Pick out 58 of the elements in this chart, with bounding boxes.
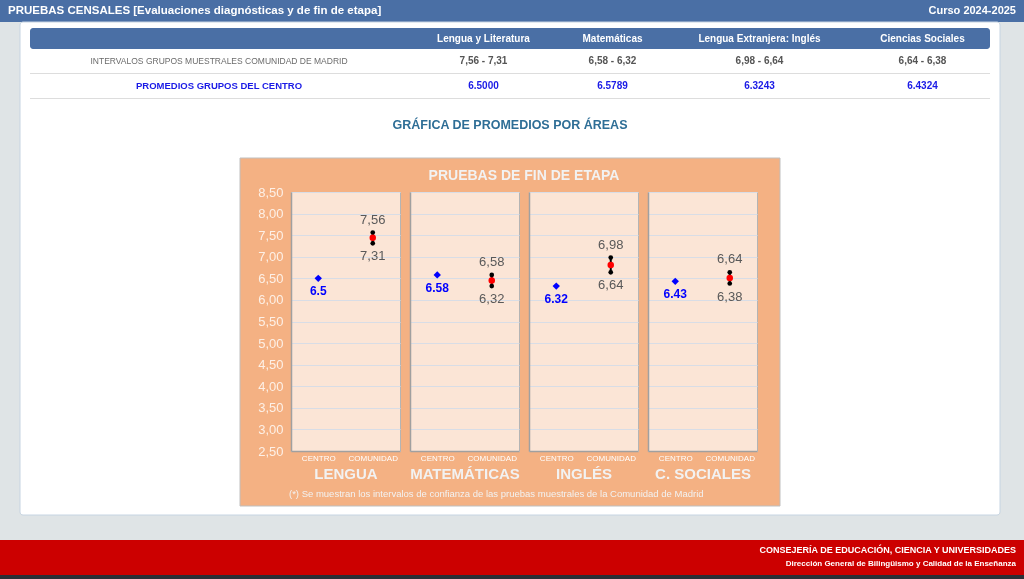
y-tick-label: 5,00: [258, 335, 284, 351]
x-axis-title: INGLÉS: [556, 464, 612, 482]
text: 6.5000: [468, 80, 500, 91]
text: GRÁFICA DE PROMEDIOS POR ÁREAS: [392, 117, 628, 132]
x-tick-label: COMUNIDAD: [705, 453, 756, 463]
y-tick-label: 3,50: [258, 400, 284, 416]
text: 7,56 - 7,31: [459, 54, 508, 66]
x-axis-title: C. SOCIALES: [655, 464, 751, 482]
data-label: 6.5: [309, 284, 327, 299]
y-tick-label: 6,00: [258, 292, 284, 308]
x-tick-label: COMUNIDAD: [586, 453, 637, 463]
text: 6.4324: [907, 80, 939, 91]
text: Lengua y Literatura: [437, 32, 531, 44]
annotation: 6,64: [598, 277, 624, 293]
y-tick-label: 7,00: [258, 249, 284, 265]
y-tick-label: 5,50: [258, 314, 284, 329]
y-tick-label: 6,50: [258, 270, 284, 286]
y-tick-label: 8,50: [258, 184, 284, 200]
x-tick-label: CENTRO: [539, 453, 574, 463]
text: (*) Se muestran los intervalos de confianza de las pruebas muestrales de la Comunidad de Madrid: [289, 488, 704, 499]
text: Ciencias Sociales: [880, 32, 966, 44]
text: Curso 2024-2025: [928, 4, 1016, 16]
annotation: 6,98: [598, 236, 624, 252]
y-tick-label: 4,50: [258, 357, 284, 373]
x-tick-label: CENTRO: [658, 453, 693, 463]
text: Matemáticas: [582, 32, 643, 44]
x-axis-title: LENGUA: [314, 464, 378, 482]
text: PROMEDIOS GRUPOS DEL CENTRO: [135, 80, 303, 91]
text: Lengua Extranjera: Inglés: [698, 32, 822, 44]
y-tick-label: 3,00: [258, 421, 284, 437]
data-label: 6.43: [663, 287, 688, 302]
annotation: 7,31: [360, 248, 386, 264]
y-tick-label: 7,50: [258, 227, 284, 243]
text: 6.5789: [597, 80, 629, 91]
annotation: 6,58: [479, 253, 505, 269]
annotation: 6,64: [717, 251, 743, 267]
text: 6,64 - 6,38: [898, 54, 947, 66]
x-tick-label: CENTRO: [420, 453, 455, 463]
y-tick-label: 8,00: [258, 206, 284, 222]
text: Dirección General de Bilingüismo y Calidad de la Enseñanza: [785, 559, 1017, 568]
x-tick-label: CENTRO: [301, 453, 336, 463]
text: 6.3243: [744, 80, 776, 91]
text: INTERVALOS GRUPOS MUESTRALES COMUNIDAD DE MADRID: [90, 55, 348, 66]
text: PRUEBAS CENSALES [Evaluaciones diagnósticas y de fin de etapa]: [8, 4, 382, 16]
data-label: 6.58: [425, 280, 450, 295]
annotation: 7,56: [360, 211, 386, 227]
annotation: 6,32: [479, 291, 505, 307]
x-axis-title: MATEMÁTICAS: [410, 464, 520, 482]
y-tick-label: 2,50: [258, 443, 284, 459]
x-tick-label: COMUNIDAD: [467, 453, 518, 463]
text: 6,58 - 6,32: [588, 54, 637, 66]
text: PRUEBAS DE FIN DE ETAPA: [428, 167, 620, 183]
data-label: 6.32: [544, 292, 569, 307]
text: CONSEJERÍA DE EDUCACIÓN, CIENCIA Y UNIVERSIDADES: [759, 544, 1016, 555]
x-tick-label: COMUNIDAD: [348, 453, 399, 463]
annotation: 6,38: [717, 288, 743, 304]
text: 6,98 - 6,64: [735, 54, 784, 66]
y-tick-label: 4,00: [258, 378, 284, 394]
